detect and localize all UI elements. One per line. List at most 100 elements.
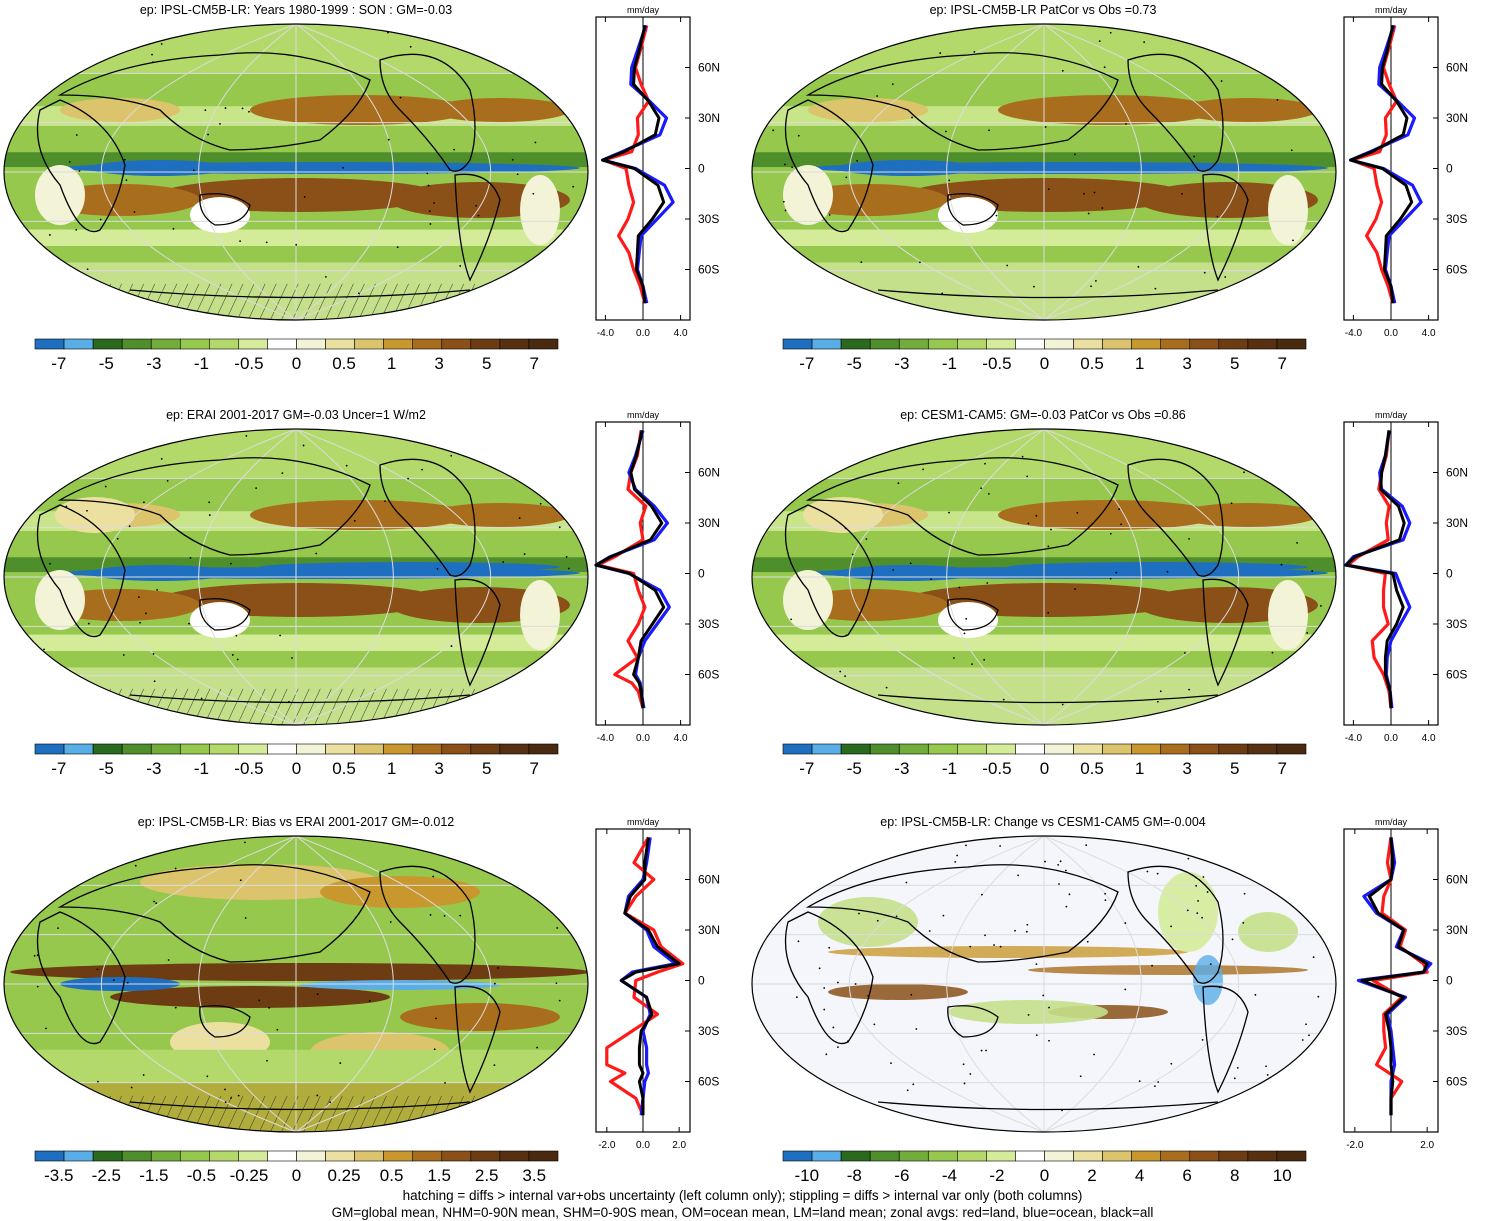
colorbar-box bbox=[782, 743, 813, 755]
colorbar-box bbox=[840, 743, 871, 755]
colorbar-label: 0.5 bbox=[1080, 759, 1104, 778]
colorbar-box bbox=[325, 743, 355, 755]
colorbar-box bbox=[354, 1150, 384, 1162]
colorbar-box bbox=[1247, 743, 1278, 755]
colorbar-box bbox=[325, 338, 355, 350]
colorbar-box bbox=[150, 743, 181, 755]
colorbar-box bbox=[528, 743, 559, 755]
colorbar-label: 3 bbox=[1182, 354, 1191, 373]
colorbar-box bbox=[898, 338, 929, 350]
lat-tick-label: 30N bbox=[698, 516, 720, 530]
lat-tick-label: 30S bbox=[1446, 617, 1467, 631]
coastlines bbox=[36, 864, 501, 1111]
zonal-x-tick-label: 2.0 bbox=[672, 1140, 686, 1151]
colorbar-label: 5 bbox=[482, 759, 491, 778]
map-field bbox=[752, 836, 1336, 1132]
colorbar-box bbox=[986, 338, 1016, 350]
colorbar-label: -1.5 bbox=[139, 1166, 168, 1185]
colorbar-label: 5 bbox=[482, 354, 491, 373]
colorbar-box bbox=[1276, 338, 1307, 350]
colorbar-box bbox=[441, 338, 472, 350]
colorbar-box bbox=[1276, 743, 1307, 755]
colorbar-box bbox=[840, 338, 871, 350]
lat-tick-label: 0 bbox=[1446, 162, 1453, 176]
colorbar-box bbox=[1015, 743, 1045, 755]
colorbar-box bbox=[470, 743, 501, 755]
colorbar-label: 1 bbox=[387, 354, 396, 373]
zonal-x-tick-label: 0.0 bbox=[636, 733, 650, 744]
colorbar-box bbox=[1044, 338, 1074, 350]
coastlines bbox=[36, 457, 501, 704]
colorbar-box bbox=[1131, 1150, 1162, 1162]
map-outline bbox=[751, 23, 1337, 321]
map-outline bbox=[751, 835, 1337, 1133]
colorbar-box bbox=[898, 1150, 929, 1162]
zonal-x-tick-label: 4.0 bbox=[674, 328, 688, 339]
colorbar-label: -3 bbox=[894, 354, 909, 373]
zonal-x-tick-label: -2.0 bbox=[1346, 1140, 1364, 1151]
colorbar-label: 1 bbox=[1135, 354, 1144, 373]
colorbar-box bbox=[121, 338, 152, 350]
colorbar-label: 1 bbox=[387, 759, 396, 778]
colorbar-box bbox=[1189, 338, 1220, 350]
colorbar-box bbox=[1131, 743, 1162, 755]
colorbar-label: 8 bbox=[1230, 1166, 1239, 1185]
colorbar-box bbox=[1102, 338, 1132, 350]
colorbar-box bbox=[499, 1150, 530, 1162]
lat-tick-label: 30N bbox=[1446, 516, 1468, 530]
colorbar-box bbox=[179, 743, 210, 755]
colorbar-box bbox=[1073, 743, 1103, 755]
map-field bbox=[4, 429, 588, 725]
colorbar-box bbox=[441, 743, 472, 755]
zonal-x-tick-label: 4.0 bbox=[1422, 328, 1436, 339]
panel-3: mm/day 60N 30N 0 30S 60S -4.0 0.0 4.0 -7 -5 -3 -1 -0.… bbox=[748, 405, 1485, 785]
colorbar-box bbox=[1131, 338, 1162, 350]
colorbar-box bbox=[782, 338, 813, 350]
colorbar-box bbox=[267, 743, 297, 755]
colorbar-label: -7 bbox=[799, 759, 814, 778]
panel-chart: mm/day 60N 30N 0 30S 60S -2.0 0.0 2.0 -3.5 -2.5 -1.… bbox=[3, 817, 720, 1185]
colorbar-label: 0.5 bbox=[332, 354, 356, 373]
lat-tick-label: 60S bbox=[698, 1075, 719, 1089]
graticule bbox=[4, 24, 588, 320]
colorbar-label: -0.5 bbox=[234, 759, 263, 778]
lat-tick-label: 30S bbox=[1446, 1024, 1467, 1038]
colorbar-box bbox=[1218, 338, 1249, 350]
colorbar-label: -5 bbox=[847, 354, 862, 373]
colorbar-label: -7 bbox=[51, 354, 66, 373]
panel-chart: mm/day 60N 30N 0 30S 60S -4.0 0.0 4.0 -7 -5 -3 -1 -0.… bbox=[751, 5, 1468, 373]
lat-tick-label: 0 bbox=[698, 974, 705, 988]
colorbar-box bbox=[121, 1150, 152, 1162]
colorbar-box bbox=[1073, 1150, 1103, 1162]
colorbar-label: 0 bbox=[1040, 759, 1049, 778]
colorbar-label: -5 bbox=[99, 354, 114, 373]
lat-tick-label: 30N bbox=[1446, 923, 1468, 937]
lat-tick-label: 30N bbox=[698, 923, 720, 937]
colorbar-box bbox=[63, 1150, 94, 1162]
footer-line-2: GM=global mean, NHM=0-90N mean, SHM=0-90… bbox=[331, 1205, 1154, 1220]
colorbar-box bbox=[1015, 338, 1045, 350]
colorbar-box bbox=[1102, 1150, 1132, 1162]
map-outline bbox=[751, 428, 1337, 726]
zonal-x-tick-label: -4.0 bbox=[1345, 328, 1363, 339]
colorbar-box bbox=[383, 743, 414, 755]
map-field bbox=[752, 24, 1336, 320]
colorbar-label: -1 bbox=[942, 354, 957, 373]
colorbar-label: 0 bbox=[292, 354, 301, 373]
colorbar-label: -2 bbox=[989, 1166, 1004, 1185]
zonal-unit-label: mm/day bbox=[627, 817, 660, 827]
zonal-unit-label: mm/day bbox=[627, 5, 660, 15]
colorbar-label: 0.25 bbox=[327, 1166, 360, 1185]
colorbar-box bbox=[267, 338, 297, 350]
map-outline bbox=[3, 23, 589, 321]
colorbar-box bbox=[34, 1150, 65, 1162]
lat-tick-label: 60N bbox=[1446, 873, 1468, 887]
colorbar-box bbox=[238, 338, 268, 350]
colorbar-label: 7 bbox=[1277, 354, 1286, 373]
zonal-x-tick-label: 0.0 bbox=[636, 1140, 650, 1151]
colorbar-box bbox=[92, 1150, 123, 1162]
colorbar-box bbox=[1247, 338, 1278, 350]
lat-tick-label: 60S bbox=[1446, 263, 1467, 277]
colorbar-label: 0 bbox=[1040, 354, 1049, 373]
zonal-x-tick-label: -4.0 bbox=[597, 328, 615, 339]
